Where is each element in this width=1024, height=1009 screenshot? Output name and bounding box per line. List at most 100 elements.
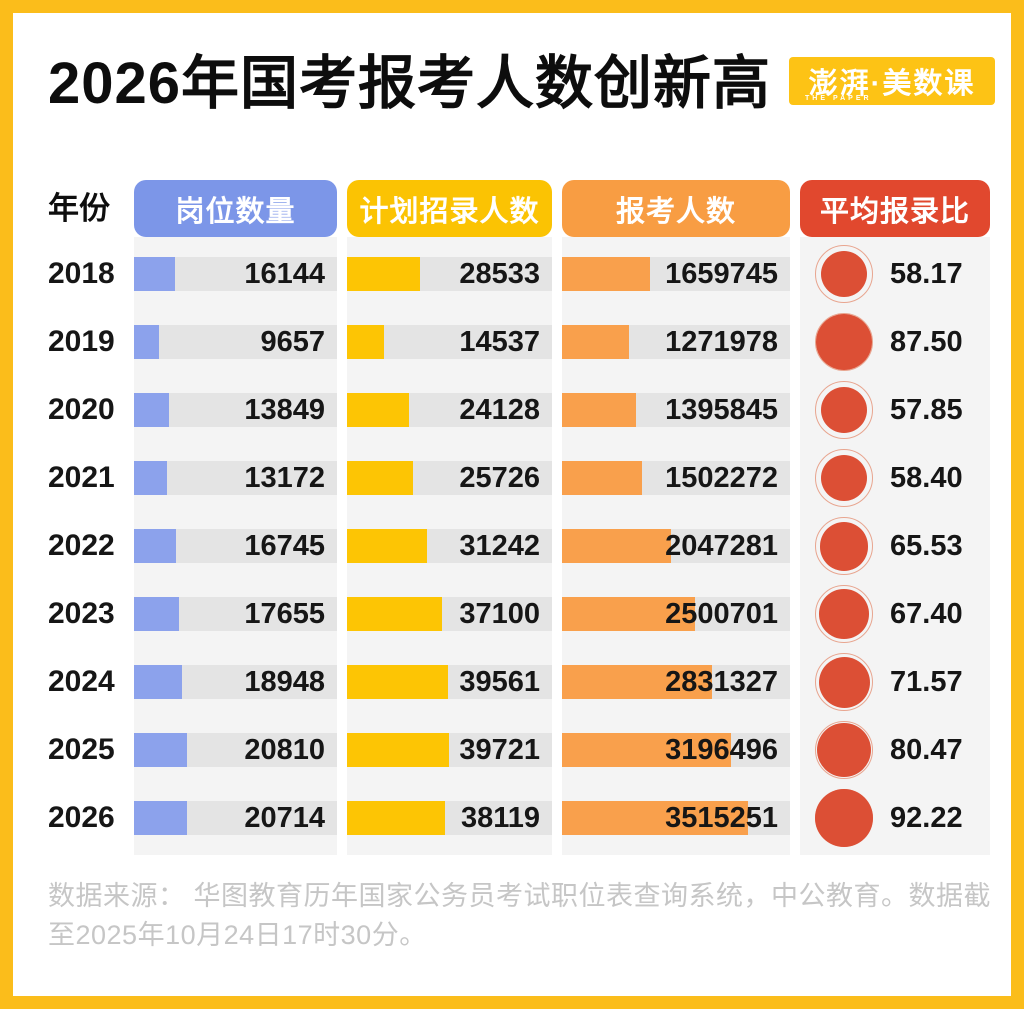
bar-value-applicants-2025: 3196496: [665, 734, 778, 766]
bar-value-applicants-2018: 1659745: [665, 258, 778, 290]
bar-value-planned-2023: 37100: [459, 598, 540, 630]
ratio-bubble-2019: [815, 313, 873, 371]
brand-logo: 澎湃·美数课 THE PAPER: [789, 57, 995, 105]
bar-positions-2018: 16144: [134, 257, 337, 291]
ratio-bubble-2026: [815, 789, 873, 847]
bar-planned-2024: 39561: [347, 665, 552, 699]
bar-positions-2025: 20810: [134, 733, 337, 767]
bar-positions-2021: 13172: [134, 461, 337, 495]
column-band-planned: 28533 14537 24128 25726 31242 37100 39561 39721…: [347, 237, 552, 855]
bar-value-planned-2025: 39721: [459, 734, 540, 766]
year-label-2022: 2022: [48, 529, 115, 562]
bar-fill-planned-2023: [347, 597, 443, 631]
bar-fill-applicants-2025: [562, 733, 732, 767]
ratio-value-2022: 65.53: [890, 530, 963, 562]
ratio-value-2021: 58.40: [890, 462, 963, 494]
bar-fill-positions-2023: [134, 597, 179, 631]
bar-value-planned-2020: 24128: [459, 394, 540, 426]
ratio-bubble-ring-2022: [815, 517, 873, 575]
year-label-2020: 2020: [48, 393, 115, 426]
bar-value-positions-2018: 16144: [244, 258, 325, 290]
ratio-row-2019: 87.50: [800, 313, 990, 371]
ratio-bubble-2024: [818, 656, 870, 708]
bar-applicants-2025: 3196496: [562, 733, 790, 767]
ratio-row-2023: 67.40: [800, 585, 990, 643]
ratio-bubble-2020: [821, 387, 867, 433]
bar-applicants-2024: 2831327: [562, 665, 790, 699]
column-header-planned: 计划招录人数: [347, 180, 552, 237]
year-label-2025: 2025: [48, 733, 115, 766]
bar-value-applicants-2022: 2047281: [665, 530, 778, 562]
bar-value-applicants-2023: 2500701: [665, 598, 778, 630]
ratio-row-2020: 57.85: [800, 381, 990, 439]
bar-applicants-2026: 3515251: [562, 801, 790, 835]
ratio-value-2019: 87.50: [890, 326, 963, 358]
year-column-header: 年份: [48, 191, 110, 226]
ratio-bubble-ring-2021: [815, 449, 873, 507]
bar-applicants-2019: 1271978: [562, 325, 790, 359]
ratio-row-2024: 71.57: [800, 653, 990, 711]
bar-fill-positions-2019: [134, 325, 159, 359]
bar-positions-2023: 17655: [134, 597, 337, 631]
ratio-bubble-ring-2023: [815, 585, 873, 643]
bar-fill-planned-2018: [347, 257, 421, 291]
ratio-row-2018: 58.17: [800, 245, 990, 303]
bar-fill-positions-2024: [134, 665, 183, 699]
ratio-value-2024: 71.57: [890, 666, 963, 698]
bar-value-positions-2025: 20810: [244, 734, 325, 766]
data-source-note: 数据来源： 华图教育历年国家公务员考试职位表查询系统，中公教育。数据截至2025…: [48, 881, 991, 950]
bar-applicants-2021: 1502272: [562, 461, 790, 495]
bar-fill-planned-2022: [347, 529, 428, 563]
ratio-value-2023: 67.40: [890, 598, 963, 630]
bar-fill-applicants-2026: [562, 801, 749, 835]
ratio-bubble-2025: [816, 722, 872, 778]
bar-fill-planned-2019: [347, 325, 385, 359]
bar-value-planned-2026: 38119: [460, 802, 540, 834]
bar-fill-positions-2018: [134, 257, 175, 291]
bar-fill-planned-2024: [347, 665, 449, 699]
bar-planned-2019: 14537: [347, 325, 552, 359]
ratio-row-2025: 80.47: [800, 721, 990, 779]
bar-planned-2022: 31242: [347, 529, 552, 563]
ratio-bubble-2018: [821, 251, 868, 298]
bar-planned-2026: 38119: [347, 801, 552, 835]
content-canvas: 2026年国考报考人数创新高 澎湃·美数课 THE PAPER 年份 2018 2…: [13, 13, 1011, 996]
ratio-row-2026: 92.22: [800, 789, 990, 847]
bar-fill-applicants-2021: [562, 461, 642, 495]
bar-applicants-2018: 1659745: [562, 257, 790, 291]
bar-value-planned-2024: 39561: [459, 666, 540, 698]
bar-value-positions-2022: 16745: [244, 530, 325, 562]
bar-applicants-2023: 2500701: [562, 597, 790, 631]
column-header-applicants: 报考人数: [562, 180, 790, 237]
bar-planned-2018: 28533: [347, 257, 552, 291]
bar-value-applicants-2021: 1502272: [665, 462, 778, 494]
bar-positions-2020: 13849: [134, 393, 337, 427]
bar-applicants-2022: 2047281: [562, 529, 790, 563]
bar-fill-applicants-2022: [562, 529, 671, 563]
bar-value-positions-2024: 18948: [244, 666, 325, 698]
ratio-bubble-ring-2025: [815, 721, 873, 779]
bar-value-positions-2023: 17655: [244, 598, 325, 630]
ratio-row-2021: 58.40: [800, 449, 990, 507]
column-band-applicants: 1659745 1271978 1395845 1502272 2047281 25007…: [562, 237, 790, 855]
bar-fill-applicants-2024: [562, 665, 713, 699]
year-label-2021: 2021: [48, 461, 115, 494]
ratio-bubble-ring-2018: [815, 245, 873, 303]
ratio-bubble-ring-2019: [815, 313, 873, 371]
bar-value-applicants-2019: 1271978: [665, 326, 778, 358]
bar-value-planned-2021: 25726: [459, 462, 540, 494]
bar-planned-2025: 39721: [347, 733, 552, 767]
bar-value-positions-2026: 20714: [244, 802, 325, 834]
ratio-value-2018: 58.17: [890, 258, 963, 290]
bar-fill-positions-2020: [134, 393, 170, 427]
page-title: 2026年国考报考人数创新高: [48, 51, 772, 116]
bar-positions-2022: 16745: [134, 529, 337, 563]
bar-fill-planned-2021: [347, 461, 413, 495]
bar-value-applicants-2024: 2831327: [665, 666, 778, 698]
bar-fill-applicants-2019: [562, 325, 630, 359]
bar-fill-positions-2026: [134, 801, 187, 835]
bar-fill-planned-2026: [347, 801, 445, 835]
bar-value-planned-2018: 28533: [459, 258, 540, 290]
column-header-ratio: 平均报录比: [800, 180, 990, 237]
